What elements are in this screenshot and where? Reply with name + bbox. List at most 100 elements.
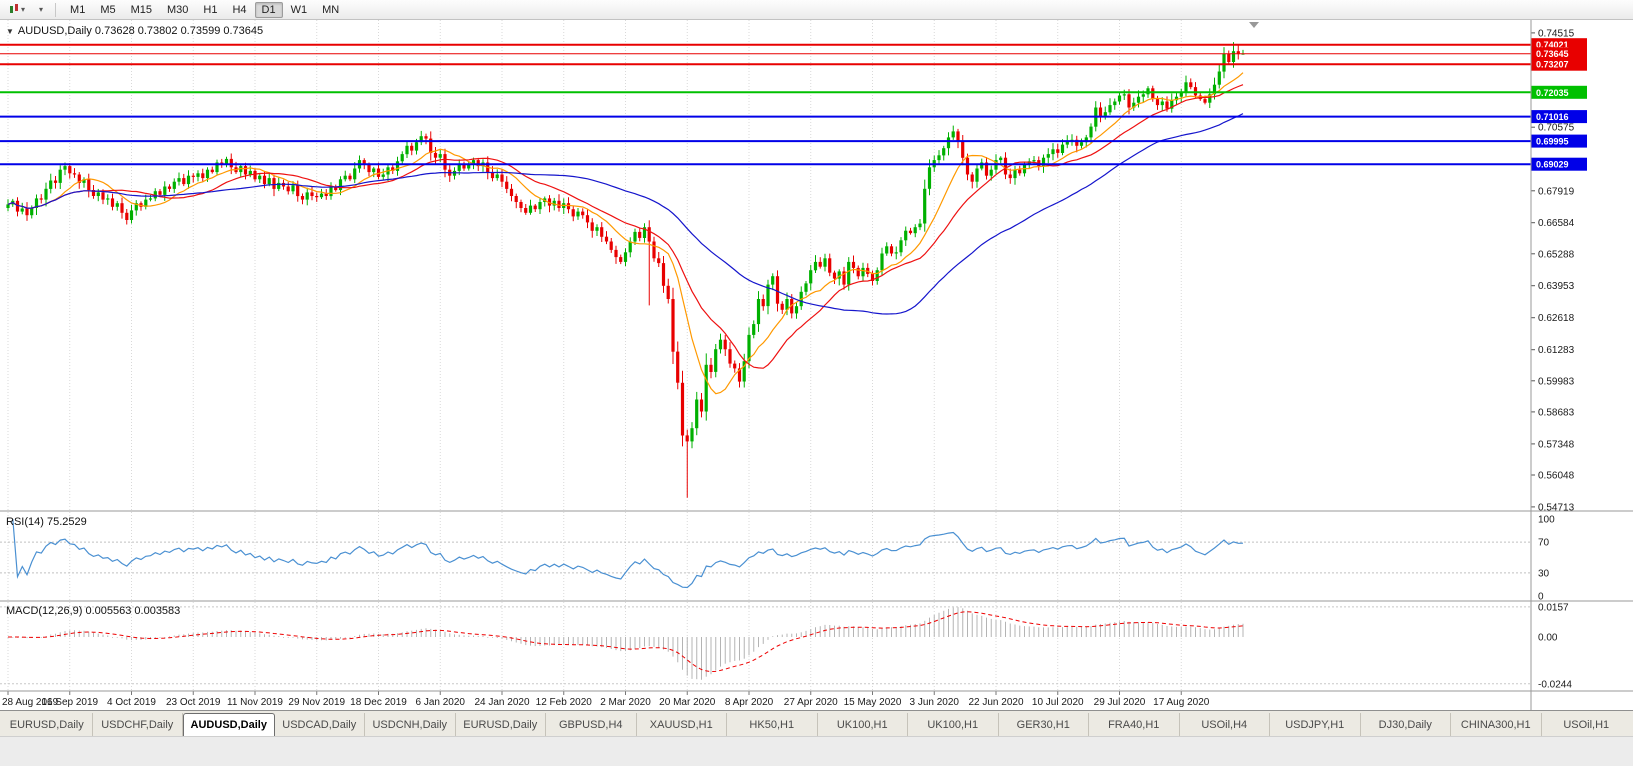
expand-panel-icon[interactable]: ▼ <box>6 26 14 36</box>
macd-axis-label: -0.0244 <box>1538 679 1572 690</box>
price-tag-0.71016[interactable]: 0.71016 <box>1531 110 1587 124</box>
candle-body <box>96 192 100 196</box>
chart-tab-eurusd-daily[interactable]: EURUSD,Daily <box>2 713 93 736</box>
candle-body <box>262 175 267 185</box>
candle-body <box>595 227 599 231</box>
date-label: 29 Nov 2019 <box>288 697 345 708</box>
candle-body <box>980 162 984 169</box>
price-tag-label: 0.69995 <box>1536 137 1569 147</box>
candle-body <box>880 253 884 271</box>
candle-body <box>429 138 433 153</box>
candle-body <box>737 368 742 382</box>
candle-body <box>334 186 338 191</box>
candle-body <box>718 339 723 350</box>
candle-body <box>885 246 889 254</box>
candle-body <box>1027 161 1031 165</box>
date-label: 10 Jul 2020 <box>1032 697 1084 708</box>
moving-average-line-10 <box>7 72 1244 395</box>
price-tag-0.69029[interactable]: 0.69029 <box>1531 157 1587 171</box>
moving-average-line-50 <box>7 113 1244 315</box>
chart-tab-china300-h1[interactable]: CHINA300,H1 <box>1451 713 1542 736</box>
candle-body <box>319 193 324 198</box>
candle-body <box>1231 51 1236 62</box>
chart-tab-xauusd-h1[interactable]: XAUUSD,H1 <box>637 713 727 736</box>
chart-type-button[interactable]: ▾ <box>4 2 30 18</box>
chart-tab-audusd-daily[interactable]: AUDUSD,Daily <box>183 713 275 736</box>
chart-tab-uk100-h1[interactable]: UK100,H1 <box>908 713 999 736</box>
price-tag-box <box>1531 157 1587 171</box>
timeframe-button-d1[interactable]: D1 <box>254 1 283 18</box>
timeframe-button-m15[interactable]: M15 <box>130 3 152 16</box>
chart-tab-dj30-daily[interactable]: DJ30,Daily <box>1361 713 1451 736</box>
price-tag-0.72035[interactable]: 0.72035 <box>1531 85 1587 99</box>
price-tag-0.73207[interactable]: 0.73207 <box>1531 57 1587 71</box>
candle-body <box>201 173 205 179</box>
candle-body <box>457 163 461 171</box>
candle-body <box>101 192 105 200</box>
candle-body <box>761 299 765 307</box>
candle-body <box>794 306 799 314</box>
candle-body <box>913 227 917 234</box>
chart-tab-usdchf-daily[interactable]: USDCHF,Daily <box>93 713 183 736</box>
timeframe-button-h4[interactable]: H4 <box>232 3 247 16</box>
candle-body <box>927 167 932 189</box>
candle-body <box>144 199 148 207</box>
chart-tab-eurusd-daily[interactable]: EURUSD,Daily <box>456 713 546 736</box>
candle-body <box>1227 53 1231 62</box>
timeframe-button-mn[interactable]: MN <box>322 3 340 16</box>
axis-layer: 100703000.01570.00-0.02440.745150.705750… <box>2 28 1587 708</box>
candle-body <box>82 179 86 183</box>
chart-tab-usdcad-daily[interactable]: USDCAD,Daily <box>275 713 365 736</box>
candle-body <box>376 168 381 177</box>
chart-tab-gbpusd-h4[interactable]: GBPUSD,H4 <box>546 713 637 736</box>
candle-body <box>1013 169 1017 179</box>
candle-body <box>514 196 518 202</box>
candle-body <box>847 261 851 285</box>
candle-body <box>462 163 466 169</box>
candle-body <box>49 180 53 189</box>
chart-tab-fra40-h1[interactable]: FRA40,H1 <box>1089 713 1180 736</box>
candle-body <box>790 299 794 314</box>
candle-body <box>1155 99 1160 106</box>
candle-body <box>1203 99 1207 103</box>
candle-body <box>709 364 713 372</box>
price-tag-0.73645[interactable]: 0.73645 <box>1531 47 1587 61</box>
date-label: 8 Apr 2020 <box>725 697 774 708</box>
zoom-dropdown-button[interactable]: ▾ <box>32 2 48 18</box>
timeframe-button-h1[interactable]: H1 <box>203 3 218 16</box>
candle-body <box>1103 112 1107 116</box>
chart-tab-uk100-h1[interactable]: UK100,H1 <box>818 713 908 736</box>
chart-tab-ger30-h1[interactable]: GER30,H1 <box>999 713 1089 736</box>
price-tick-label: 0.54713 <box>1538 502 1575 513</box>
date-label: 15 May 2020 <box>844 697 902 708</box>
candle-body <box>552 200 556 206</box>
candle-body <box>1141 94 1145 97</box>
price-tick-label: 0.61283 <box>1538 345 1575 356</box>
candle-body <box>505 181 509 189</box>
chart-tab-hk50-h1[interactable]: HK50,H1 <box>727 713 818 736</box>
chart-tab-usoil-h1[interactable]: USOil,H1 <box>1563 718 1610 731</box>
chart-tab-usoil-h4[interactable]: USOil,H4 <box>1180 713 1270 736</box>
chart-shift-marker[interactable] <box>1249 22 1259 28</box>
timeframe-button-m5[interactable]: M5 <box>100 3 116 16</box>
price-tag-box <box>1531 57 1587 71</box>
candle-body <box>395 161 400 171</box>
date-label: 11 Nov 2019 <box>227 697 283 708</box>
chart-canvas[interactable]: 100703000.01570.00-0.02440.745150.705750… <box>0 20 1633 710</box>
timeframe-button-w1[interactable]: W1 <box>290 3 308 16</box>
candle-body <box>91 190 96 196</box>
chart-tab-usdcnh-daily[interactable]: USDCNH,Daily <box>365 713 456 736</box>
candle-body <box>642 227 647 238</box>
candle-body <box>614 249 618 258</box>
chart-tab-usdjpy-h1[interactable]: USDJPY,H1 <box>1270 713 1361 736</box>
candle-body <box>633 231 637 242</box>
candle-body <box>324 193 328 196</box>
candle-body <box>951 131 955 138</box>
timeframe-button-m30[interactable]: M30 <box>167 3 189 16</box>
timeframe-button-m1[interactable]: M1 <box>70 3 86 16</box>
candle-body <box>704 364 708 412</box>
price-tag-0.69995[interactable]: 0.69995 <box>1531 134 1587 148</box>
candle-body <box>889 246 894 254</box>
candle-body <box>1075 139 1079 146</box>
